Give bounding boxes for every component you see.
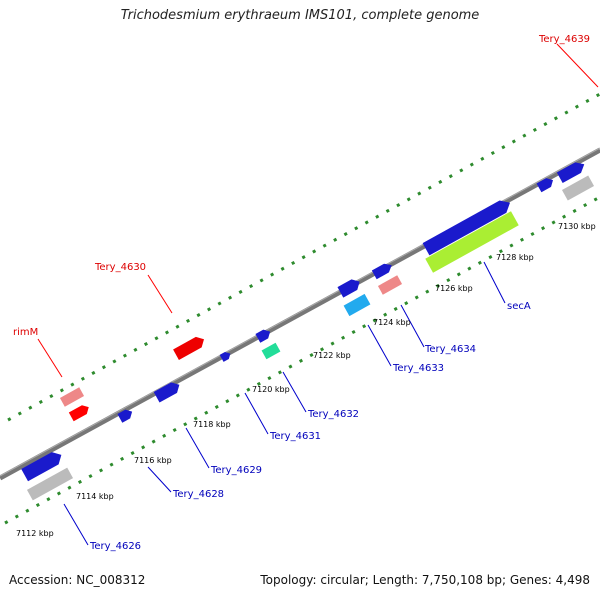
gene-label-rimM[interactable]: rimM xyxy=(13,327,38,338)
gene-secA-feature[interactable] xyxy=(425,211,519,273)
gene-label-tery-4634[interactable]: Tery_4634 xyxy=(424,344,476,355)
genome-title: Trichodesmium erythraeum IMS101, complet… xyxy=(120,8,480,23)
kbp-label: 7112 kbp xyxy=(16,529,54,538)
gene-label-tery-4628[interactable]: Tery_4628 xyxy=(172,489,224,500)
gene-name-labels: Tery_4639 Tery_4630 rimM Tery_4626 Tery_… xyxy=(13,34,590,552)
gene-feature[interactable] xyxy=(117,407,134,423)
accession-text: Accession: NC_008312 xyxy=(9,573,146,587)
tick-tracks xyxy=(4,92,600,525)
gene-label-tery-4629[interactable]: Tery_4629 xyxy=(210,465,262,476)
topology-text: Topology: circular; Length: 7,750,108 bp… xyxy=(260,573,590,587)
gene-feature[interactable] xyxy=(556,159,587,184)
gene-tery-4632-feature[interactable] xyxy=(261,342,281,360)
genome-backbone-highlight xyxy=(0,147,600,477)
genome-backbone xyxy=(0,147,600,481)
kbp-label: 7116 kbp xyxy=(134,456,172,465)
kbp-label: 7126 kbp xyxy=(435,284,473,293)
gene-label-tery-4632[interactable]: Tery_4632 xyxy=(307,409,359,420)
gene-feature[interactable] xyxy=(255,327,272,343)
gene-tery-4634-feature[interactable] xyxy=(377,275,403,295)
gene-feature[interactable] xyxy=(337,276,362,298)
label-leader-lines xyxy=(37,43,599,546)
gene-feature[interactable] xyxy=(536,176,556,193)
gene-tery-4630-feature[interactable] xyxy=(173,334,207,361)
gene-label-tery-4630[interactable]: Tery_4630 xyxy=(94,262,146,273)
kbp-label: 7114 kbp xyxy=(76,492,114,501)
gene-tery-4626-feature[interactable] xyxy=(21,449,65,482)
gene-feature[interactable] xyxy=(371,261,394,280)
kbp-label: 7118 kbp xyxy=(193,420,231,429)
kbp-label: 7122 kbp xyxy=(313,351,351,360)
gene-feature[interactable] xyxy=(422,197,514,256)
gene-feature[interactable] xyxy=(219,350,233,362)
gene-label-tery-4631[interactable]: Tery_4631 xyxy=(269,431,321,442)
gene-tery-4633-feature[interactable] xyxy=(343,293,371,317)
gene-label-secA[interactable]: secA xyxy=(507,301,531,312)
kbp-label: 7130 kbp xyxy=(558,222,596,231)
gene-feature[interactable] xyxy=(561,175,595,201)
gene-label-tery-4639[interactable]: Tery_4639 xyxy=(538,34,590,45)
outer-tick-track xyxy=(7,92,600,422)
kbp-scale-labels: 7112 kbp 7114 kbp 7116 kbp 7118 kbp 7120… xyxy=(16,222,596,538)
kbp-label: 7120 kbp xyxy=(252,385,290,394)
gene-rimM-feature[interactable] xyxy=(59,387,85,407)
gene-label-tery-4626[interactable]: Tery_4626 xyxy=(89,541,141,552)
gene-feature[interactable] xyxy=(26,467,74,501)
kbp-label: 7128 kbp xyxy=(496,253,534,262)
inner-tick-track xyxy=(4,195,600,525)
gene-feature[interactable] xyxy=(153,379,183,403)
gene-label-tery-4633[interactable]: Tery_4633 xyxy=(392,363,444,374)
gene-feature[interactable] xyxy=(68,403,91,422)
gene-features xyxy=(21,159,595,501)
kbp-label: 7124 kbp xyxy=(373,318,411,327)
